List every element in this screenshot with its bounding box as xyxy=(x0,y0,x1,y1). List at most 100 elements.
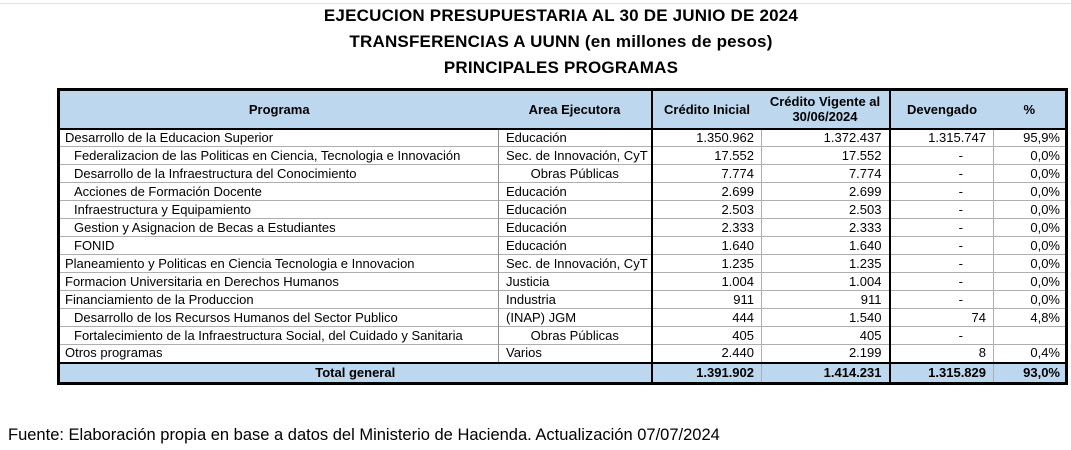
cell-credito-vigente: 2.333 xyxy=(761,218,891,237)
cell-credito-inicial: 2.440 xyxy=(651,344,762,363)
cell-pct: 0,0% xyxy=(993,164,1067,183)
table-body: Desarrollo de la Educacion Superior Educ… xyxy=(58,128,1067,363)
cell-programa: FONID xyxy=(58,236,499,255)
table-row: Federalizacion de las Politicas en Cienc… xyxy=(58,146,1067,165)
cell-programa: Formacion Universitaria en Derechos Huma… xyxy=(58,272,499,291)
table-row: Desarrollo de los Recursos Humanos del S… xyxy=(58,308,1067,327)
cell-pct: 95,9% xyxy=(993,128,1067,147)
table-row: Desarrollo de la Educacion Superior Educ… xyxy=(58,128,1067,147)
cell-devengado: - xyxy=(889,146,994,165)
header-row: Programa Area Ejecutora Crédito Inicial … xyxy=(58,89,1067,130)
cell-devengado: - xyxy=(889,218,994,237)
cell-programa: Gestion y Asignacion de Becas a Estudian… xyxy=(58,218,499,237)
total-credito-inicial: 1.391.902 xyxy=(651,361,762,384)
cell-pct: 4,8% xyxy=(993,308,1067,327)
col-header-programa: Programa xyxy=(58,89,499,130)
table-header: Programa Area Ejecutora Crédito Inicial … xyxy=(58,89,1067,130)
cell-pct: 0,0% xyxy=(993,236,1067,255)
cell-credito-inicial: 17.552 xyxy=(651,146,762,165)
cell-pct: 0,0% xyxy=(993,146,1067,165)
cell-devengado: - xyxy=(889,164,994,183)
col-header-devengado: Devengado xyxy=(889,89,994,130)
cell-devengado: 74 xyxy=(889,308,994,327)
cell-pct: 0,0% xyxy=(993,290,1067,309)
cell-programa: Financiamiento de la Produccion xyxy=(58,290,499,309)
cell-programa: Desarrollo de la Educacion Superior xyxy=(58,128,499,147)
cell-credito-vigente: 2.199 xyxy=(761,344,891,363)
cell-credito-vigente: 7.774 xyxy=(761,164,891,183)
table-row: Planeamiento y Politicas en Ciencia Tecn… xyxy=(58,254,1067,273)
col-header-pct: % xyxy=(993,89,1067,130)
total-credito-vigente: 1.414.231 xyxy=(761,361,891,384)
table-row: Formacion Universitaria en Derechos Huma… xyxy=(58,272,1067,291)
cell-credito-vigente: 911 xyxy=(761,290,891,309)
cell-devengado: 8 xyxy=(889,344,994,363)
cell-devengado: - xyxy=(889,326,994,345)
table-row: Infraestructura y Equipamiento Educación… xyxy=(58,200,1067,219)
cell-devengado: - xyxy=(889,254,994,273)
report-title-line2: TRANSFERENCIAS A UUNN (en millones de pe… xyxy=(349,32,773,51)
cell-pct: 0,0% xyxy=(993,182,1067,201)
total-devengado: 1.315.829 xyxy=(889,361,994,384)
cell-pct: 0,0% xyxy=(993,254,1067,273)
cell-programa: Planeamiento y Politicas en Ciencia Tecn… xyxy=(58,254,499,273)
cell-pct: 0,0% xyxy=(993,200,1067,219)
cell-programa: Fortalecimiento de la Infraestructura So… xyxy=(58,326,499,345)
table-row: Otros programas Varios 2.440 2.199 8 0,4… xyxy=(58,344,1067,363)
report-title-line3: PRINCIPALES PROGRAMAS xyxy=(443,58,679,77)
cell-area: Justicia xyxy=(498,272,653,291)
cell-devengado: - xyxy=(889,290,994,309)
cell-credito-inicial: 1.640 xyxy=(651,236,762,255)
cell-programa: Otros programas xyxy=(58,344,499,363)
cell-credito-vigente: 1.235 xyxy=(761,254,891,273)
cell-credito-vigente: 17.552 xyxy=(761,146,891,165)
table-row: Gestion y Asignacion de Becas a Estudian… xyxy=(58,218,1067,237)
cell-area: Varios xyxy=(498,344,653,363)
cell-pct xyxy=(993,326,1067,345)
cell-devengado: - xyxy=(889,200,994,219)
cell-area: Educación xyxy=(498,128,653,147)
table-row: Acciones de Formación Docente Educación … xyxy=(58,182,1067,201)
report-title-block: EJECUCION PRESUPUESTARIA AL 30 DE JUNIO … xyxy=(57,3,1065,81)
cell-credito-vigente: 1.004 xyxy=(761,272,891,291)
cell-credito-inicial: 2.333 xyxy=(651,218,762,237)
report-title-line1: EJECUCION PRESUPUESTARIA AL 30 DE JUNIO … xyxy=(323,6,799,25)
col-header-area-ejecutora: Area Ejecutora xyxy=(498,89,653,130)
col-header-credito-vigente: Crédito Vigente al 30/06/2024 xyxy=(761,89,891,130)
cell-credito-inicial: 1.004 xyxy=(651,272,762,291)
cell-pct: 0,4% xyxy=(993,344,1067,363)
cell-credito-inicial: 911 xyxy=(651,290,762,309)
cell-credito-vigente: 1.540 xyxy=(761,308,891,327)
cell-credito-inicial: 1.235 xyxy=(651,254,762,273)
cell-area: Sec. de Innovación, CyT xyxy=(498,254,653,273)
total-pct: 93,0% xyxy=(993,361,1067,384)
cell-credito-vigente: 2.699 xyxy=(761,182,891,201)
page-top-edge xyxy=(0,3,1071,4)
cell-area: Industria xyxy=(498,290,653,309)
cell-devengado: - xyxy=(889,182,994,201)
col-header-credito-inicial: Crédito Inicial xyxy=(651,89,762,130)
table-row: Fortalecimiento de la Infraestructura So… xyxy=(58,326,1067,345)
cell-devengado: 1.315.747 xyxy=(889,128,994,147)
table-footer: Total general 1.391.902 1.414.231 1.315.… xyxy=(58,361,1067,384)
table-row: FONID Educación 1.640 1.640 - 0,0% xyxy=(58,236,1067,255)
total-label: Total general xyxy=(58,361,653,384)
cell-credito-inicial: 2.699 xyxy=(651,182,762,201)
cell-area: Obras Públicas xyxy=(498,326,653,345)
cell-credito-vigente: 405 xyxy=(761,326,891,345)
cell-programa: Desarrollo de la Infraestructura del Con… xyxy=(58,164,499,183)
cell-credito-vigente: 2.503 xyxy=(761,200,891,219)
cell-area: Sec. de Innovación, CyT xyxy=(498,146,653,165)
cell-area: (INAP) JGM xyxy=(498,308,653,327)
cell-credito-inicial: 7.774 xyxy=(651,164,762,183)
cell-pct: 0,0% xyxy=(993,272,1067,291)
cell-credito-vigente: 1.372.437 xyxy=(761,128,891,147)
source-note: Fuente: Elaboración propia en base a dat… xyxy=(8,426,720,444)
cell-programa: Infraestructura y Equipamiento xyxy=(58,200,499,219)
cell-area: Educación xyxy=(498,182,653,201)
cell-credito-inicial: 2.503 xyxy=(651,200,762,219)
cell-credito-inicial: 405 xyxy=(651,326,762,345)
cell-devengado: - xyxy=(889,272,994,291)
cell-area: Educación xyxy=(498,236,653,255)
cell-pct: 0,0% xyxy=(993,218,1067,237)
